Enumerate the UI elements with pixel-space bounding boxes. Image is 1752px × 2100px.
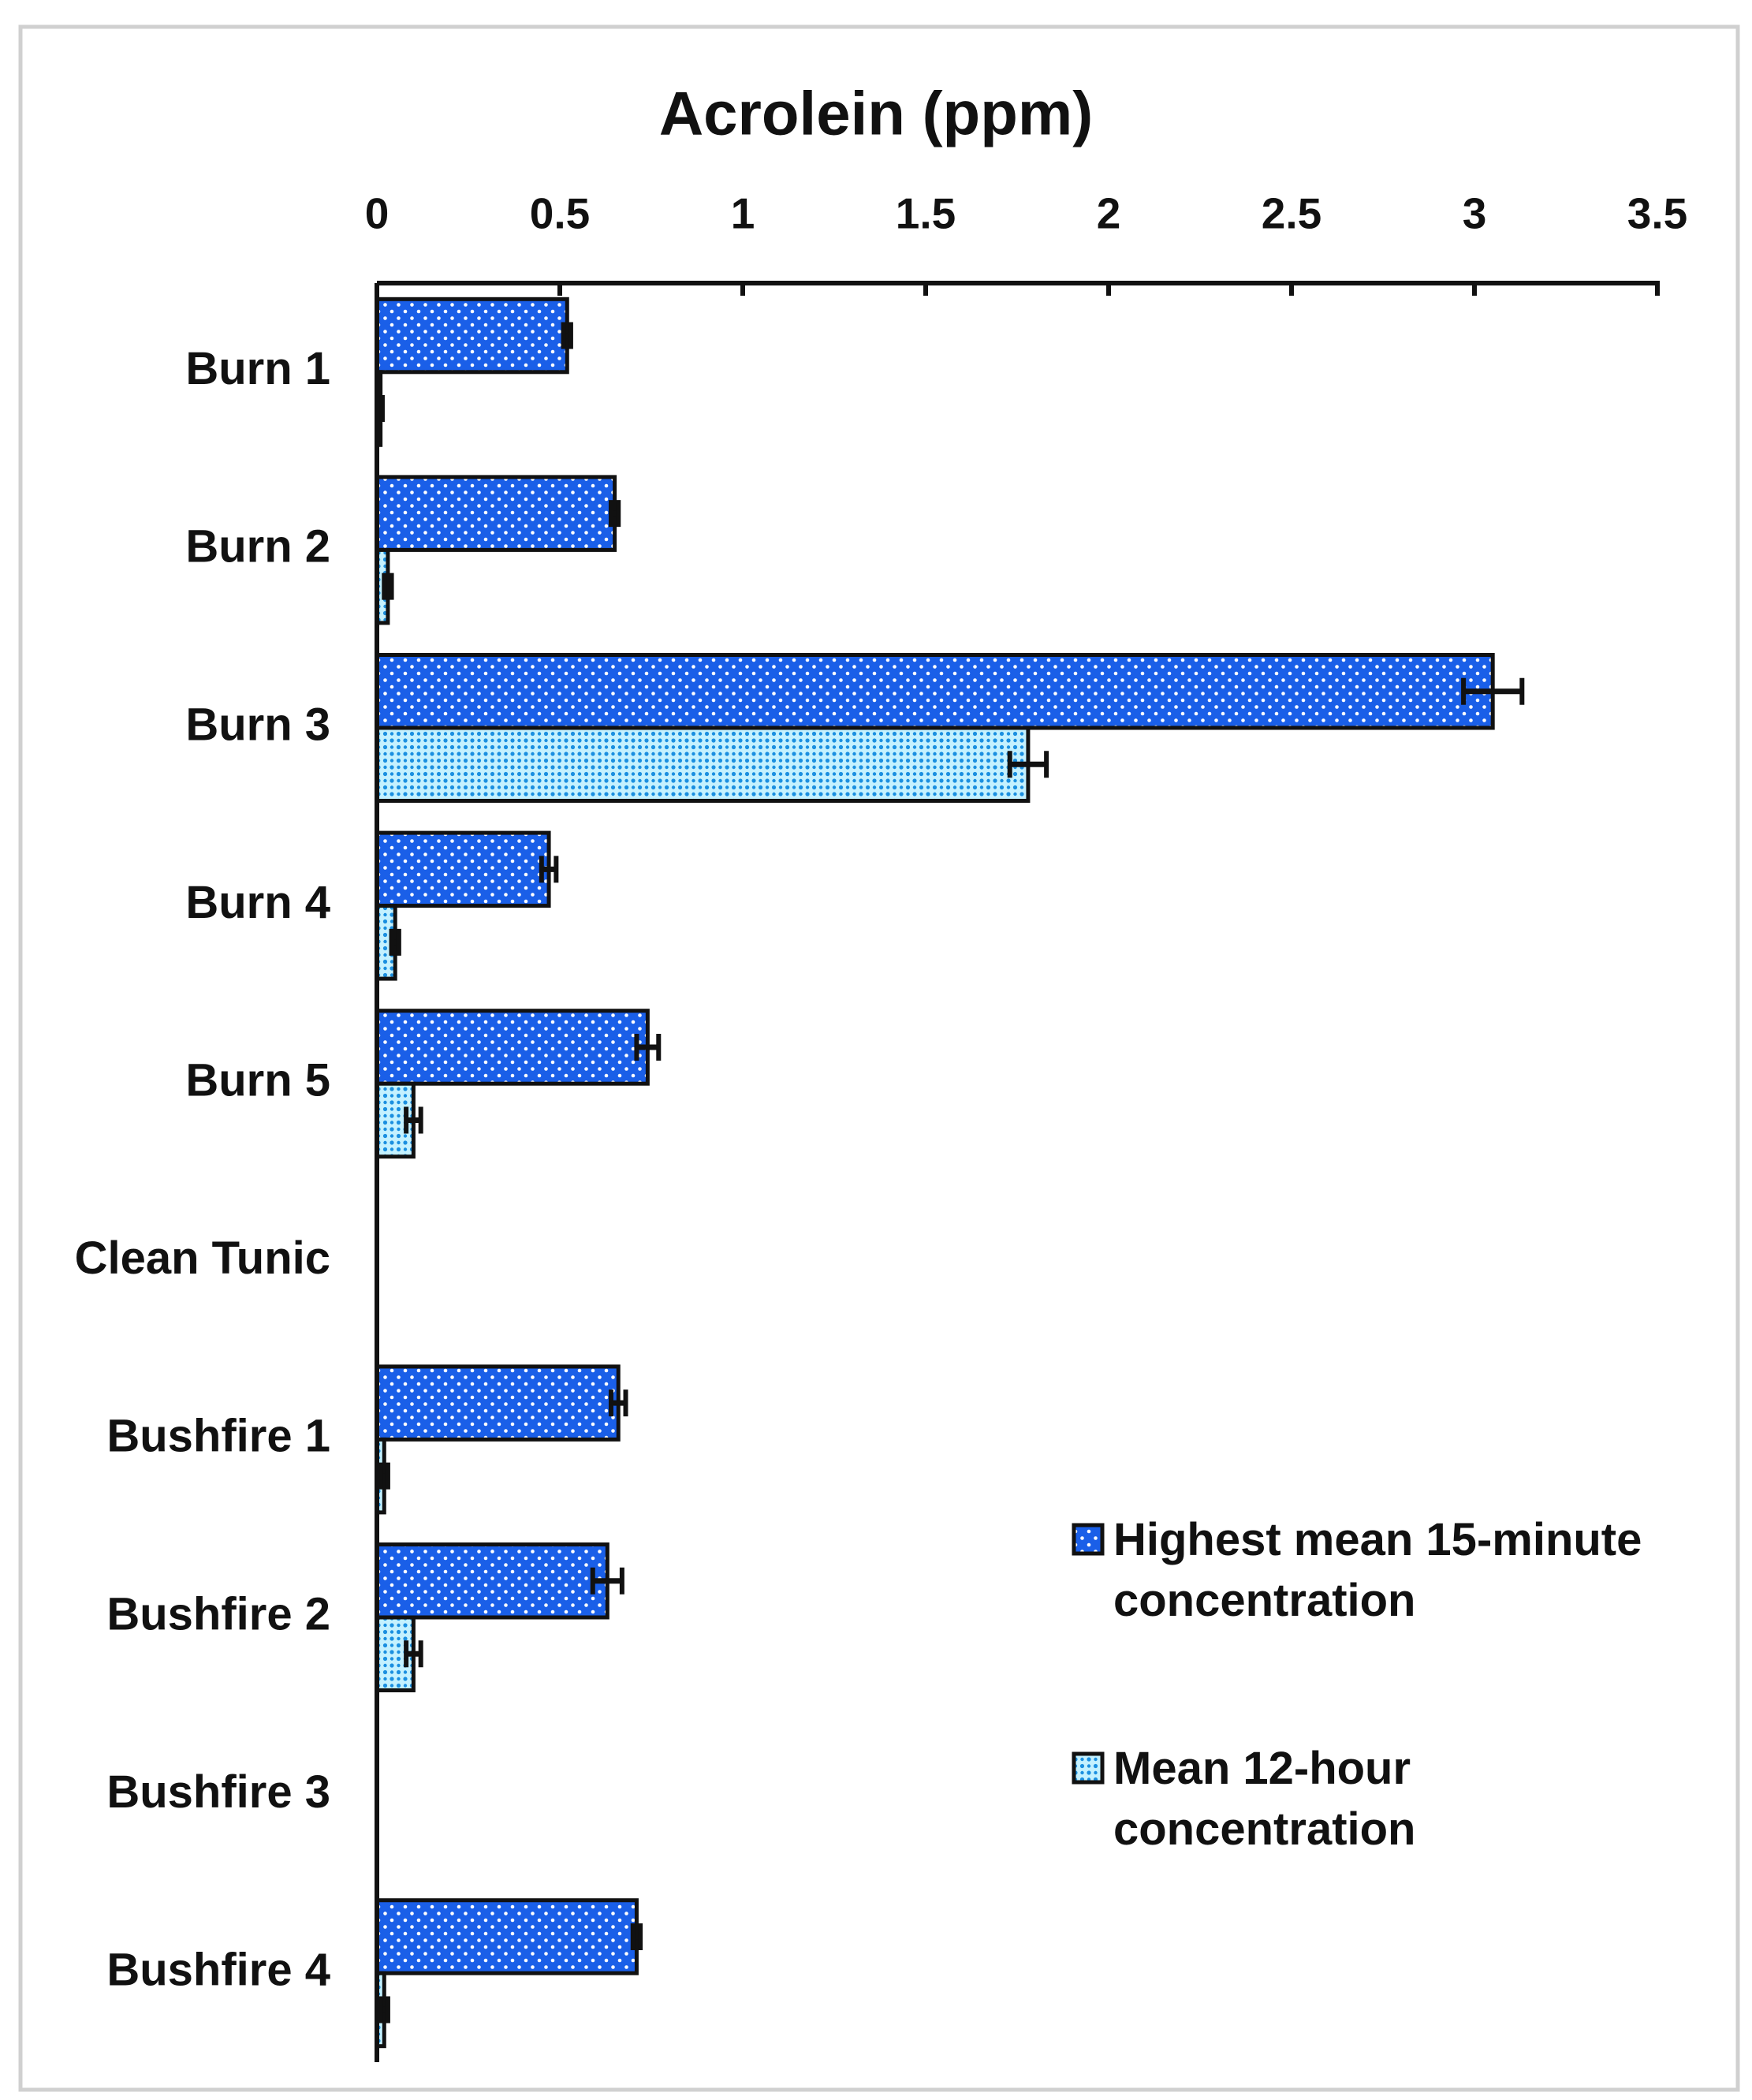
error-bar [1461, 677, 1525, 705]
legend-swatch [1072, 1523, 1105, 1556]
category-label: Bushfire 4 [106, 1945, 330, 1996]
category-label: Bushfire 3 [106, 1766, 330, 1818]
category-label: Clean Tunic [75, 1233, 330, 1284]
bar [375, 475, 617, 552]
bar [375, 1898, 639, 1975]
x-tick-label: 3 [1463, 189, 1487, 238]
error-bar [404, 1106, 423, 1134]
error-bar [608, 1389, 628, 1417]
category-label: Burn 2 [185, 521, 330, 573]
x-tick-label: 1.5 [896, 189, 956, 238]
bar [375, 1364, 621, 1442]
category-label: Burn 5 [185, 1055, 330, 1106]
chart-title: Acrolein (ppm) [659, 79, 1093, 148]
error-bar [539, 856, 559, 883]
error-bar [404, 1640, 423, 1668]
bar [375, 830, 551, 908]
error-bar [630, 1923, 643, 1950]
x-tick-label: 0 [365, 189, 390, 238]
bar [375, 1542, 609, 1620]
error-bar [382, 573, 394, 600]
category-label: Burn 4 [185, 877, 330, 928]
x-tick-label: 1 [731, 189, 755, 238]
category-label: Bushfire 1 [106, 1411, 330, 1462]
error-bar [378, 1462, 390, 1490]
legend-swatch [1072, 1751, 1105, 1785]
category-label: Bushfire 2 [106, 1588, 330, 1639]
bar [375, 297, 569, 375]
bar [375, 653, 1495, 730]
error-bar [389, 928, 401, 956]
legend-label: Highest mean 15-minute concentration [1113, 1514, 1642, 1626]
x-tick-label: 2.5 [1262, 189, 1321, 238]
category-label: Burn 3 [185, 699, 330, 750]
error-bar [1007, 751, 1049, 778]
error-bar [378, 1996, 390, 2024]
error-bar [561, 322, 573, 349]
error-bar [590, 1567, 624, 1595]
error-bar [634, 1033, 662, 1061]
legend-label: Mean 12-hour concentration [1113, 1743, 1416, 1855]
x-tick-label: 2 [1097, 189, 1121, 238]
bar [375, 725, 1031, 803]
error-bar [376, 395, 385, 423]
error-bar [608, 500, 621, 528]
x-tick-label: 3.5 [1627, 189, 1687, 238]
category-label: Burn 1 [185, 343, 330, 394]
bar [375, 1009, 650, 1086]
x-tick-label: 0.5 [530, 189, 590, 238]
frame [18, 24, 1740, 2092]
